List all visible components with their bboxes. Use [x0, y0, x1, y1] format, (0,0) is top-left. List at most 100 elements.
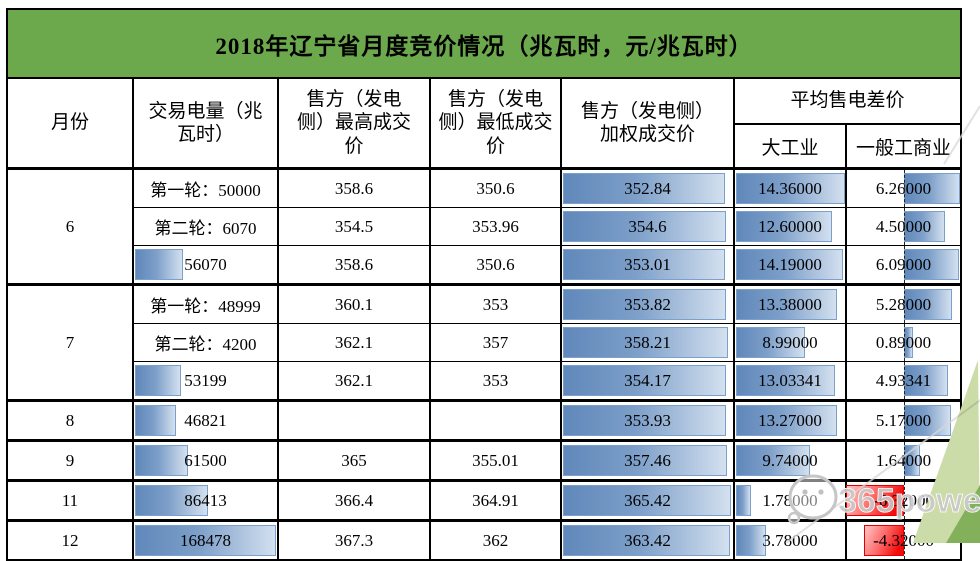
data-bar	[736, 249, 844, 280]
month-cell: 6	[6, 167, 134, 285]
weighted-price-cell: 353.01	[560, 245, 735, 285]
col-header-high-price: 售方（发电 侧）最高成交 价	[277, 77, 431, 169]
axis-dashed-line	[903, 324, 905, 361]
data-bar	[563, 327, 728, 358]
low-price-cell: 357	[429, 323, 562, 362]
col-header-weighted-price: 售方（发电侧） 加权成交价	[560, 77, 735, 169]
data-bar	[563, 289, 726, 320]
data-bar	[563, 173, 726, 204]
data-bar	[736, 485, 752, 516]
general-commerce-cell: 6.26000	[844, 167, 963, 208]
data-bar	[563, 405, 726, 436]
large-industry-cell: 13.27000	[733, 399, 847, 441]
high-price-cell: 366.4	[277, 479, 431, 521]
high-price-cell: 360.1	[277, 283, 431, 324]
volume-cell: 56070	[132, 245, 279, 285]
weighted-price-cell: 357.46	[560, 439, 735, 481]
general-commerce-cell: 6.09000	[844, 245, 963, 285]
low-price-cell: 350.6	[429, 167, 562, 208]
axis-dashed-line	[903, 246, 905, 283]
table-row: 第二轮：6070 354.5 353.96 354.6 12.60000 4.50000	[7, 207, 963, 246]
data-bar	[135, 365, 181, 396]
volume-cell: 168478	[132, 519, 279, 560]
high-price-cell: 358.6	[277, 167, 431, 208]
table-row: 11 86413 366.4 364.91 365.42 1.78000 -6.32000	[6, 479, 963, 521]
bidding-table: 2018年辽宁省月度竞价情况（兆瓦时，元/兆瓦时） 月份 交易电量（兆 瓦时） …	[5, 8, 963, 561]
table-row: 53199 362.1 353 354.17 13.03341 4.93341	[7, 361, 963, 401]
axis-dashed-line	[903, 170, 905, 207]
data-bar	[903, 249, 959, 280]
table-row: 7 第一轮：48999 360.1 353 353.82 13.38000 5.28000	[6, 283, 963, 401]
axis-dashed-line	[903, 442, 905, 479]
weighted-price-cell: 353.93	[560, 399, 735, 441]
low-price-cell: 353.96	[429, 207, 562, 246]
general-commerce-cell: 0.89000	[844, 323, 963, 362]
title-row: 2018年辽宁省月度竞价情况（兆瓦时，元/兆瓦时）	[5, 9, 963, 78]
month-cell: 7	[6, 283, 134, 401]
volume-cell: 46821	[132, 399, 279, 441]
month-cell: 11	[6, 479, 134, 521]
large-industry-cell: 1.78000	[733, 479, 847, 521]
low-price-cell: 355.01	[429, 439, 562, 481]
large-industry-cell: 12.60000	[733, 207, 847, 246]
col-header-avg-diff: 平均售电差价	[732, 77, 963, 124]
header-row: 月份 交易电量（兆 瓦时） 售方（发电 侧）最高成交 价 售方（发电 侧）最低成…	[6, 77, 963, 169]
axis-dashed-line	[903, 286, 905, 323]
general-commerce-cell: 5.17000	[844, 399, 963, 441]
data-bar	[563, 365, 726, 396]
table-row: 第二轮：4200 362.1 357 358.21 8.99000 0.89000	[7, 323, 963, 362]
general-commerce-cell: -4.32000	[844, 519, 963, 560]
axis-dashed-line	[903, 482, 905, 519]
col-header-volume: 交易电量（兆 瓦时）	[132, 77, 279, 169]
volume-cell: 第二轮：4200	[132, 323, 279, 362]
table-row: 8 46821 353.93 13.27000 5.17000	[6, 399, 963, 441]
high-price-cell: 362.1	[277, 361, 431, 401]
low-price-cell: 353	[429, 283, 562, 324]
weighted-price-cell: 354.6	[560, 207, 735, 246]
high-price-cell	[277, 399, 431, 441]
volume-cell: 第一轮：48999	[132, 283, 279, 324]
table-row: 12 168478 367.3 362 363.42 3.78000 -4.32000	[6, 519, 963, 560]
header-subrow: 大工业 一般工商业	[7, 123, 963, 169]
high-price-cell: 362.1	[277, 323, 431, 362]
data-bar	[736, 211, 832, 242]
general-commerce-cell: 4.50000	[844, 207, 963, 246]
general-commerce-cell: 5.28000	[844, 283, 963, 324]
data-bar	[736, 289, 838, 320]
page-title: 2018年辽宁省月度竞价情况（兆瓦时，元/兆瓦时）	[5, 9, 963, 78]
high-price-cell: 354.5	[277, 207, 431, 246]
axis-dashed-line	[903, 362, 905, 399]
month-cell: 8	[6, 399, 134, 441]
data-bar	[135, 405, 176, 436]
volume-cell: 86413	[132, 479, 279, 521]
volume-cell: 第一轮：50000	[132, 167, 279, 208]
low-price-cell: 364.91	[429, 479, 562, 521]
axis-dashed-line	[903, 402, 905, 439]
high-price-cell: 365	[277, 439, 431, 481]
weighted-price-cell: 352.84	[560, 167, 735, 208]
general-commerce-cell: 4.93341	[844, 361, 963, 401]
general-commerce-cell: -6.32000	[844, 479, 963, 521]
col-header-large-industry: 大工业	[733, 123, 847, 169]
col-header-low-price: 售方（发电 侧）最低成交 价	[429, 77, 562, 169]
col-header-general-commerce: 一般工商业	[844, 123, 963, 169]
weighted-price-cell: 353.82	[560, 283, 735, 324]
data-bar	[736, 327, 805, 358]
data-bar	[135, 249, 184, 280]
large-industry-cell: 14.19000	[733, 245, 847, 285]
large-industry-cell: 13.03341	[733, 361, 847, 401]
low-price-cell: 353	[429, 361, 562, 401]
large-industry-cell: 14.36000	[733, 167, 847, 208]
page: { "title": "2018年辽宁省月度竞价情况（兆瓦时，元/兆瓦时）", …	[5, 8, 980, 561]
large-industry-cell: 9.74000	[733, 439, 847, 481]
axis-dashed-line	[903, 522, 905, 559]
data-bar	[736, 365, 835, 396]
table-row: 9 61500 365 355.01 357.46 9.74000 1.64000	[6, 439, 963, 481]
data-bar	[135, 485, 209, 516]
month-cell: 9	[6, 439, 134, 481]
data-bar	[736, 173, 845, 204]
table-row: 56070 358.6 350.6 353.01 14.19000 6.09000	[7, 245, 963, 285]
table-row: 6 第一轮：50000 358.6 350.6 352.84 14.36000 6.2600…	[6, 167, 963, 285]
large-industry-cell: 3.78000	[733, 519, 847, 560]
weighted-price-cell: 365.42	[560, 479, 735, 521]
